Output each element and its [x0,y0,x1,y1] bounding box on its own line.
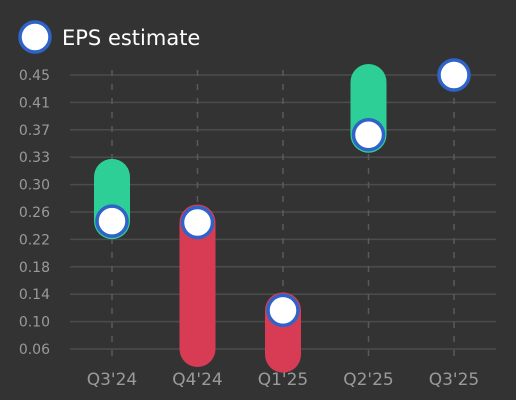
y-tick-label: 0.22 [19,232,50,248]
x-tick-label: Q3'24 [87,370,138,390]
y-tick-label: 0.18 [19,260,50,276]
legend: EPS estimate [18,20,200,54]
miss-bar [179,204,216,367]
estimate-marker [437,58,471,92]
x-tick-label: Q1'25 [258,370,309,390]
y-tick-label: 0.37 [19,123,50,139]
y-tick-label: 0.30 [19,178,50,194]
y-tick-label: 0.10 [19,315,50,331]
estimate-marker [180,205,215,240]
estimate-markers [95,58,471,328]
estimate-marker [351,117,386,152]
x-tick-label: Q2'25 [343,370,394,390]
y-tick-label: 0.26 [19,205,50,221]
y-tick-label: 0.33 [19,150,50,166]
x-tick-label: Q4'24 [172,370,223,390]
y-tick-label: 0.06 [19,342,50,358]
y-tick-label: 0.14 [19,287,50,303]
y-tick-label: 0.45 [19,68,50,84]
y-axis-tick-labels: 0.06 0.10 0.14 0.18 0.22 0.26 0.30 0.33 0.37 0.41… [19,68,50,358]
y-tick-label: 0.41 [19,95,50,111]
range-bars [94,64,387,373]
x-axis-category-labels: Q3'24 Q4'24 Q1'25 Q2'25 Q3'25 [87,370,480,390]
legend-label: EPS estimate [62,26,200,50]
legend-marker [18,20,52,54]
x-tick-label: Q3'25 [429,370,480,390]
estimate-marker [95,204,129,238]
estimate-marker [266,293,300,328]
